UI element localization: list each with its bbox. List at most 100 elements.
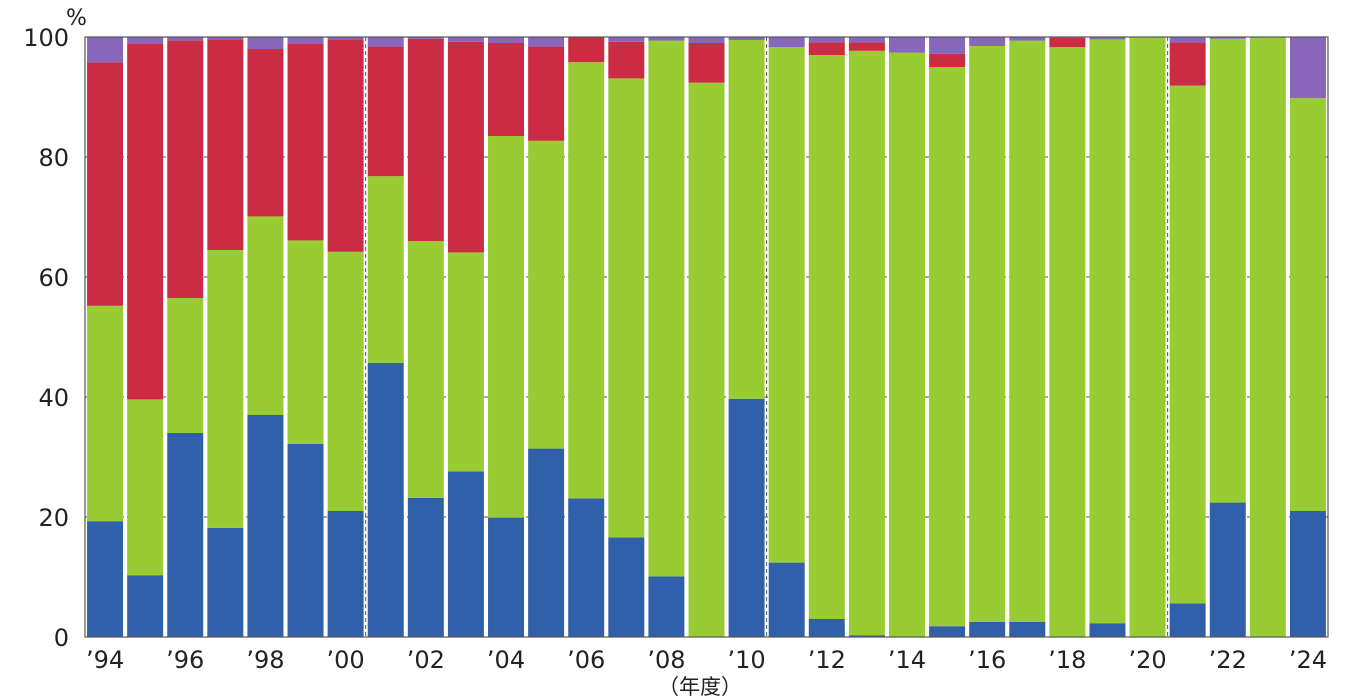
bar-segment-2021-s4 [1169,37,1206,43]
bar-segment-2018-s2 [1049,47,1086,637]
y-tick-label-20: 20 [38,504,69,532]
bar-segment-2011-s4 [768,37,805,48]
bar-segment-2017-s4 [1009,37,1046,41]
plot-frame [84,36,1329,638]
x-tick-label-2004: ’04 [487,646,525,674]
bar-segment-2005-s4 [528,37,565,47]
bar-segment-2022-s2 [1209,38,1246,503]
bar-segment-2011-s1 [768,562,805,637]
bar-segment-2003-s2 [447,252,484,472]
y-tick-label-40: 40 [38,384,69,412]
bar-segment-2013-s3 [848,42,885,51]
bar-segment-2009-s2 [688,82,725,638]
y-tick-label-100: 100 [23,24,69,52]
bar-segment-2000-s2 [327,251,364,512]
bar-segment-2001-s2 [367,176,404,363]
bar-segment-2017-s2 [1009,40,1046,623]
bar-segment-2011-s2 [768,47,805,563]
bar-segment-2003-s3 [447,41,484,253]
bar-segment-1996-s3 [167,40,204,298]
bar-segment-2004-s1 [488,517,525,637]
x-tick-label-1996: ’96 [166,646,204,674]
x-tick-label-2022: ’22 [1209,646,1247,674]
x-tick-label-2024: ’24 [1289,646,1327,674]
bar-segment-1995-s2 [127,399,164,576]
bar-segment-2006-s3 [568,37,605,63]
bar-segment-2005-s1 [528,448,565,637]
bar-segment-1997-s3 [207,39,244,251]
bar-segment-2014-s4 [888,37,925,53]
y-axis-unit: % [66,6,87,31]
bar-segment-1997-s1 [207,527,244,637]
bar-segment-2012-s1 [808,619,845,637]
bar-segment-1999-s2 [287,240,324,444]
bar-segment-1994-s1 [87,521,124,637]
bar-segment-2002-s3 [407,38,444,241]
bar-segment-2012-s4 [808,37,845,43]
bar-segment-2022-s4 [1209,37,1246,39]
bar-segment-1994-s2 [87,305,124,522]
bar-segment-1999-s3 [287,43,324,241]
bar-segment-2019-s1 [1089,623,1126,637]
bar-segment-2000-s4 [327,37,364,40]
bar-segment-2015-s1 [929,626,966,637]
bar-segment-2006-s2 [568,62,605,499]
bar-segment-2007-s1 [608,537,645,637]
bar-segment-2020-s2 [1129,37,1166,637]
bar-segment-2001-s4 [367,37,404,47]
bar-segment-2015-s2 [929,67,966,627]
x-tick-label-2000: ’00 [327,646,365,674]
bar-segment-1994-s4 [87,37,124,63]
bar-segment-1997-s2 [207,250,244,528]
bar-segment-2022-s1 [1209,502,1246,637]
period-separators [365,37,1169,637]
bar-segment-2019-s2 [1089,39,1126,624]
bar-segment-2024-s4 [1289,37,1326,99]
x-tick-label-2006: ’06 [567,646,605,674]
x-tick-label-2010: ’10 [728,646,766,674]
bar-segment-2007-s4 [608,37,645,42]
bar-segment-1994-s3 [87,62,124,306]
bar-segment-2024-s2 [1289,98,1326,511]
bar-segment-2004-s4 [488,37,525,43]
bar-segment-2000-s3 [327,39,364,252]
bar-segment-1998-s1 [247,415,284,637]
x-tick-label-2018: ’18 [1048,646,1086,674]
bar-segment-1998-s4 [247,37,284,49]
bar-segment-2015-s3 [929,53,966,67]
x-tick-label-2012: ’12 [808,646,846,674]
bars [87,37,1326,638]
bar-segment-1999-s4 [287,37,324,44]
bar-segment-2008-s4 [648,37,685,41]
bar-segment-1998-s3 [247,49,284,217]
bar-segment-2003-s4 [447,37,484,42]
bar-segment-2021-s3 [1169,42,1206,86]
bar-segment-2019-s4 [1089,37,1126,40]
bar-segment-2021-s2 [1169,85,1206,604]
bar-segment-2002-s2 [407,241,444,498]
x-tick-label-2008: ’08 [647,646,685,674]
bar-segment-1999-s1 [287,443,324,637]
bar-segment-2015-s4 [929,37,966,54]
bar-segment-2005-s2 [528,140,565,449]
bar-segment-2017-s1 [1009,622,1046,637]
bar-segment-2001-s3 [367,46,404,177]
bar-segment-2004-s2 [488,136,525,518]
bar-segment-1995-s3 [127,43,164,400]
bar-segment-2012-s2 [808,55,845,619]
x-tick-label-2020: ’20 [1128,646,1166,674]
x-tick-label-2002: ’02 [407,646,445,674]
y-tick-label-80: 80 [38,144,69,172]
bar-segment-1996-s2 [167,298,204,433]
bar-segment-1997-s4 [207,37,244,40]
bar-segment-2004-s3 [488,43,525,136]
bar-segment-1996-s1 [167,433,204,637]
bar-segment-1995-s4 [127,37,164,44]
bar-segment-2013-s4 [848,37,885,43]
bar-segment-2012-s3 [808,42,845,55]
bar-segment-1996-s4 [167,37,204,41]
bar-segment-2009-s3 [688,43,725,83]
bar-segment-2007-s3 [608,41,645,79]
bar-segment-2000-s1 [327,511,364,637]
